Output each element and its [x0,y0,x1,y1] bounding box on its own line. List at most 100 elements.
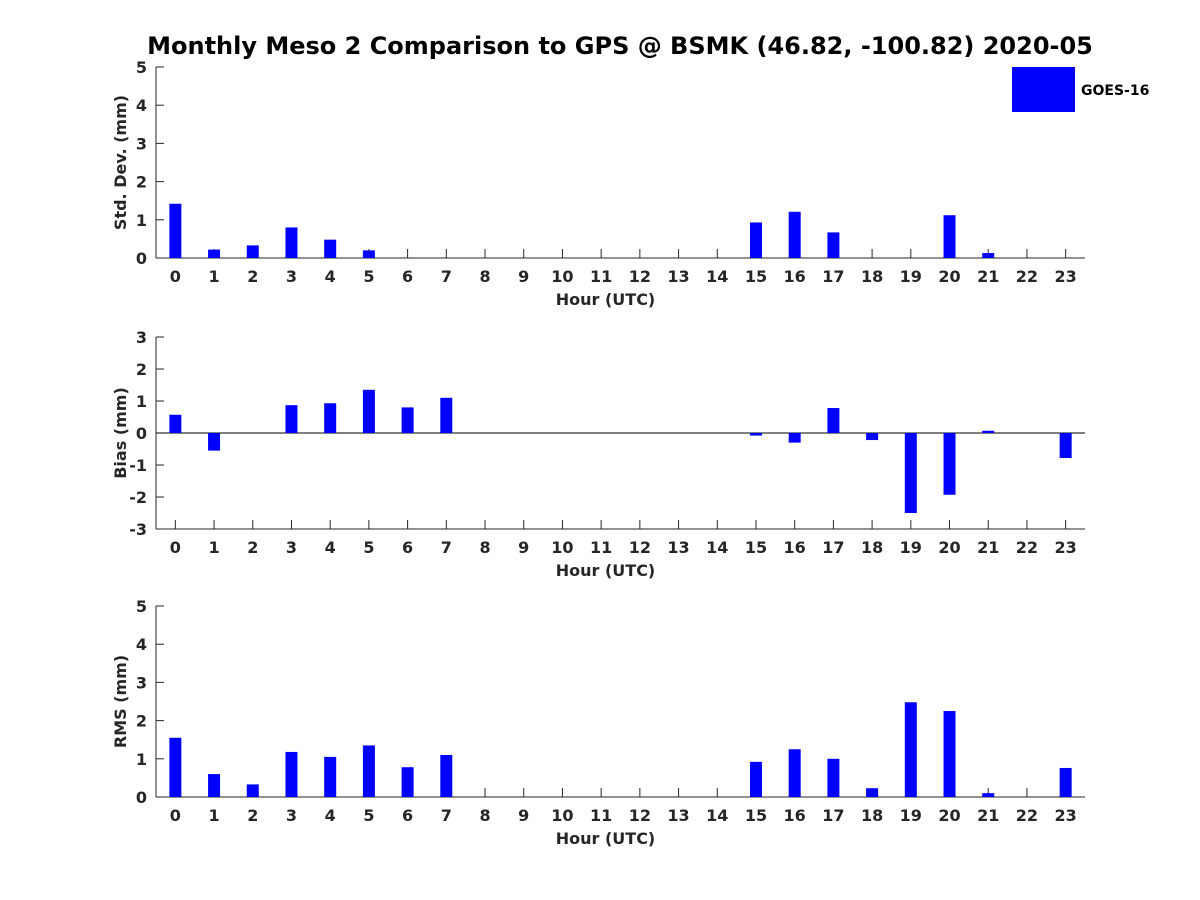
std-dev-x-tick-label: 21 [977,267,999,286]
rms-x-tick-label: 8 [479,806,490,825]
std-dev-bar [324,239,337,258]
bias-bar [1059,433,1072,458]
std-dev-x-tick-label: 0 [170,267,181,286]
bias-y-tick-label: 1 [136,392,147,411]
std-dev-y-label: Std. Dev. (mm) [111,95,130,230]
bias-bar [440,397,453,433]
std-dev-x-tick-label: 22 [1016,267,1038,286]
rms-bar [285,751,298,797]
rms-x-tick-label: 5 [363,806,374,825]
rms-x-tick-label: 15 [745,806,767,825]
bias-x-tick-label: 16 [784,538,806,557]
std-dev-x-tick-label: 10 [551,267,573,286]
std-dev-x-tick-label: 14 [706,267,728,286]
rms-y-tick-label: 1 [136,750,147,769]
std-dev-x-tick-label: 8 [479,267,490,286]
rms-x-tick-label: 6 [402,806,413,825]
rms-bar [324,756,337,797]
std-dev-bar [285,227,298,258]
std-dev-x-tick-label: 1 [208,267,219,286]
bias-bar [943,433,956,495]
std-dev-bar [208,249,221,258]
bias-x-tick-label: 0 [170,538,181,557]
bias-x-tick-label: 1 [208,538,219,557]
rms-bar [169,737,182,797]
rms-x-label: Hour (UTC) [556,829,656,848]
bias-x-tick-label: 13 [667,538,689,557]
bias-bar [866,433,879,441]
std-dev-bar [788,211,801,258]
rms-x-tick-label: 23 [1055,806,1077,825]
bias-x-tick-label: 14 [706,538,728,557]
std-dev-x-tick-label: 20 [938,267,960,286]
bias-x-tick-label: 21 [977,538,999,557]
std-dev-bar [943,215,956,258]
bias-x-tick-label: 17 [822,538,844,557]
rms-x-tick-label: 16 [784,806,806,825]
std-dev-bar [362,250,375,258]
rms-x-tick-label: 10 [551,806,573,825]
std-dev-bar [982,253,995,258]
std-dev-y-tick-label: 3 [136,134,147,153]
rms-x-tick-label: 18 [861,806,883,825]
bias-bar [827,408,840,433]
rms-x-tick-label: 19 [900,806,922,825]
legend: GOES-16 [1012,67,1149,112]
rms-x-tick-label: 7 [441,806,452,825]
bias-bar [285,405,298,433]
legend-swatch [1012,67,1075,112]
std-dev-x-tick-label: 2 [247,267,258,286]
legend-label: GOES-16 [1081,83,1149,99]
bias-bar [982,430,995,433]
rms-x-tick-label: 3 [286,806,297,825]
std-dev-x-tick-label: 6 [402,267,413,286]
rms-bar [208,774,221,797]
std-dev-x-tick-label: 3 [286,267,297,286]
bias-x-tick-label: 5 [363,538,374,557]
rms-y-tick-label: 5 [136,597,147,616]
rms-x-tick-label: 22 [1016,806,1038,825]
std-dev-x-label: Hour (UTC) [556,290,656,309]
bias-bar [169,414,182,433]
std-dev-bar [169,203,182,258]
std-dev-x-tick-label: 16 [784,267,806,286]
bias-bar [788,433,801,443]
bias-bar [749,433,762,436]
rms-y-tick-label: 3 [136,673,147,692]
std-dev-x-tick-label: 17 [822,267,844,286]
std-dev-y-tick-label: 0 [136,249,147,268]
rms-x-tick-label: 20 [938,806,960,825]
bias-bar [362,389,375,433]
bias-bar [904,433,917,513]
rms-bar [866,788,879,797]
bias-y-tick-label: 3 [136,328,147,347]
rms-x-tick-label: 4 [325,806,336,825]
bias-x-tick-label: 11 [590,538,612,557]
rms-bar [749,761,762,797]
std-dev-x-tick-label: 15 [745,267,767,286]
bias-y-tick-label: 0 [136,424,147,443]
chart-title: Monthly Meso 2 Comparison to GPS @ BSMK … [147,32,1093,60]
bias-y-tick-label: -3 [129,520,147,539]
bias-x-tick-label: 6 [402,538,413,557]
rms-x-tick-label: 21 [977,806,999,825]
rms-y-tick-label: 4 [136,635,147,654]
bias-x-tick-label: 20 [938,538,960,557]
bias-bar [401,407,414,433]
bias-x-tick-label: 15 [745,538,767,557]
std-dev-x-tick-label: 12 [629,267,651,286]
std-dev-y-tick-label: 4 [136,96,147,115]
std-dev-x-tick-label: 5 [363,267,374,286]
bias-x-tick-label: 12 [629,538,651,557]
bias-x-label: Hour (UTC) [556,561,656,580]
bias-x-tick-label: 19 [900,538,922,557]
rms-bar [440,754,453,797]
std-dev-y-tick-label: 2 [136,173,147,192]
std-dev-x-tick-label: 18 [861,267,883,286]
rms-bar [788,749,801,797]
bias-x-tick-label: 18 [861,538,883,557]
bias-x-tick-label: 3 [286,538,297,557]
